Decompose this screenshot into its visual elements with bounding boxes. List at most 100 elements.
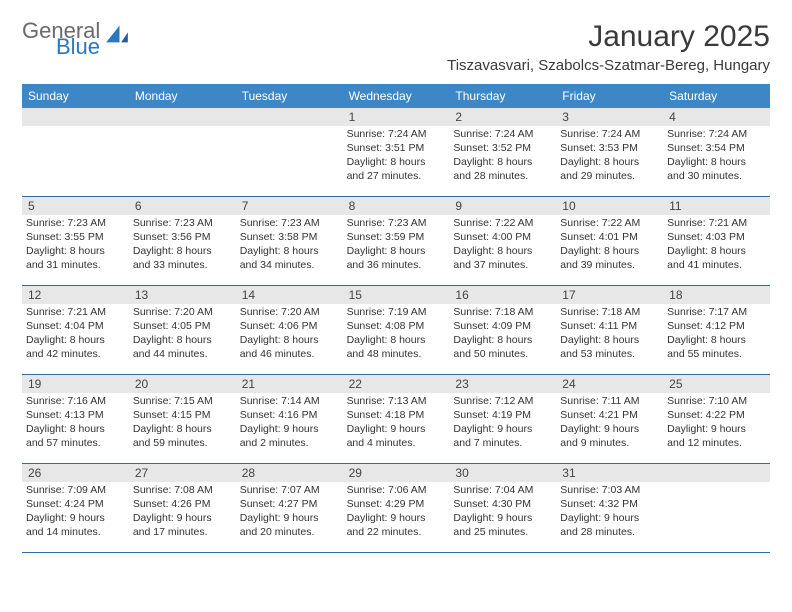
day-number: 20 [129,375,236,393]
day-details: Sunrise: 7:11 AMSunset: 4:21 PMDaylight:… [560,395,659,450]
day-details: Sunrise: 7:15 AMSunset: 4:15 PMDaylight:… [133,395,232,450]
day-detail-line: and 44 minutes. [133,348,232,362]
day-details: Sunrise: 7:18 AMSunset: 4:11 PMDaylight:… [560,306,659,361]
day-detail-line: Sunrise: 7:16 AM [26,395,125,409]
day-detail-line: Daylight: 9 hours [560,512,659,526]
day-details: Sunrise: 7:23 AMSunset: 3:56 PMDaylight:… [133,217,232,272]
day-detail-line: and 30 minutes. [667,170,766,184]
day-detail-line: and 53 minutes. [560,348,659,362]
day-number: 18 [663,286,770,304]
day-detail-line: Sunset: 4:30 PM [453,498,552,512]
day-details: Sunrise: 7:06 AMSunset: 4:29 PMDaylight:… [347,484,446,539]
day-number: 30 [449,464,556,482]
calendar-week: ...1Sunrise: 7:24 AMSunset: 3:51 PMDayli… [22,108,770,197]
day-detail-line: Sunrise: 7:15 AM [133,395,232,409]
day-details: Sunrise: 7:17 AMSunset: 4:12 PMDaylight:… [667,306,766,361]
day-detail-line: Sunset: 4:09 PM [453,320,552,334]
day-details: Sunrise: 7:19 AMSunset: 4:08 PMDaylight:… [347,306,446,361]
day-number: 25 [663,375,770,393]
day-detail-line: Daylight: 8 hours [26,245,125,259]
day-detail-line: Sunrise: 7:21 AM [26,306,125,320]
day-detail-line: Sunrise: 7:06 AM [347,484,446,498]
day-detail-line: Daylight: 9 hours [240,423,339,437]
day-detail-line: Sunset: 4:29 PM [347,498,446,512]
day-detail-line: Sunset: 4:26 PM [133,498,232,512]
day-detail-line: Sunrise: 7:24 AM [560,128,659,142]
calendar-day: 2 Sunrise: 7:24 AMSunset: 3:52 PMDaylight… [449,108,556,196]
day-detail-line: Daylight: 9 hours [667,423,766,437]
day-number: 15 [343,286,450,304]
day-detail-line: and 48 minutes. [347,348,446,362]
day-number: . [236,108,343,126]
day-detail-line: Sunrise: 7:23 AM [133,217,232,231]
day-detail-line: Daylight: 8 hours [26,334,125,348]
day-detail-line: and 34 minutes. [240,259,339,273]
day-detail-line: Daylight: 8 hours [453,156,552,170]
day-detail-line: Sunrise: 7:20 AM [240,306,339,320]
calendar-day: 21Sunrise: 7:14 AMSunset: 4:16 PMDayligh… [236,375,343,463]
calendar-day: 20 Sunrise: 7:15 AMSunset: 4:15 PMDayligh… [129,375,236,463]
day-number: 10 [556,197,663,215]
day-detail-line: and 41 minutes. [667,259,766,273]
day-detail-line: and 39 minutes. [560,259,659,273]
day-detail-line: and 22 minutes. [347,526,446,540]
day-detail-line: Sunrise: 7:22 AM [560,217,659,231]
calendar-day: 27 Sunrise: 7:08 AMSunset: 4:26 PMDayligh… [129,464,236,552]
day-detail-line: Sunset: 3:59 PM [347,231,446,245]
day-detail-line: Daylight: 8 hours [453,334,552,348]
day-detail-line: Daylight: 9 hours [347,512,446,526]
day-of-week-header: Sunday Monday Tuesday Wednesday Thursday… [22,84,770,108]
day-details: Sunrise: 7:24 AMSunset: 3:51 PMDaylight:… [347,128,446,183]
day-number: 2 [449,108,556,126]
calendar-week: 12Sunrise: 7:21 AMSunset: 4:04 PMDayligh… [22,286,770,375]
day-detail-line: Sunrise: 7:11 AM [560,395,659,409]
day-detail-line: Daylight: 8 hours [347,245,446,259]
calendar-day: 22Sunrise: 7:13 AMSunset: 4:18 PMDayligh… [343,375,450,463]
day-details: Sunrise: 7:23 AMSunset: 3:55 PMDaylight:… [26,217,125,272]
dow-wednesday: Wednesday [343,84,450,108]
day-detail-line: Sunrise: 7:07 AM [240,484,339,498]
day-number: 27 [129,464,236,482]
day-details: Sunrise: 7:08 AMSunset: 4:26 PMDaylight:… [133,484,232,539]
day-detail-line: Daylight: 9 hours [240,512,339,526]
day-detail-line: Sunset: 4:18 PM [347,409,446,423]
calendar-day: 17Sunrise: 7:18 AMSunset: 4:11 PMDayligh… [556,286,663,374]
calendar-day: 3Sunrise: 7:24 AMSunset: 3:53 PMDaylight… [556,108,663,196]
day-detail-line: Sunset: 3:55 PM [26,231,125,245]
day-number: 28 [236,464,343,482]
day-detail-line: Sunrise: 7:22 AM [453,217,552,231]
day-details: Sunrise: 7:16 AMSunset: 4:13 PMDaylight:… [26,395,125,450]
day-detail-line: Sunset: 3:58 PM [240,231,339,245]
calendar-day: . [236,108,343,196]
day-detail-line: Daylight: 8 hours [347,334,446,348]
day-number: 29 [343,464,450,482]
day-detail-line: Sunrise: 7:24 AM [453,128,552,142]
day-detail-line: Sunrise: 7:03 AM [560,484,659,498]
day-detail-line: Sunset: 4:19 PM [453,409,552,423]
calendar-day: 29 Sunrise: 7:06 AMSunset: 4:29 PMDayligh… [343,464,450,552]
day-detail-line: Sunrise: 7:24 AM [347,128,446,142]
day-detail-line: and 9 minutes. [560,437,659,451]
calendar-day: 6Sunrise: 7:23 AMSunset: 3:56 PMDaylight… [129,197,236,285]
day-number: 26 [22,464,129,482]
day-detail-line: Sunrise: 7:10 AM [667,395,766,409]
day-number: 19 [22,375,129,393]
calendar-day: 25Sunrise: 7:10 AMSunset: 4:22 PMDayligh… [663,375,770,463]
day-detail-line: and 12 minutes. [667,437,766,451]
day-detail-line: Daylight: 9 hours [453,423,552,437]
calendar-day: 31Sunrise: 7:03 AMSunset: 4:32 PMDayligh… [556,464,663,552]
day-detail-line: and 2 minutes. [240,437,339,451]
day-detail-line: Sunset: 3:53 PM [560,142,659,156]
day-number: . [22,108,129,126]
day-detail-line: Sunset: 3:51 PM [347,142,446,156]
day-number: 31 [556,464,663,482]
day-details: Sunrise: 7:14 AMSunset: 4:16 PMDaylight:… [240,395,339,450]
dow-saturday: Saturday [663,84,770,108]
month-title: January 2025 [447,20,770,53]
day-detail-line: Sunset: 4:12 PM [667,320,766,334]
day-details: Sunrise: 7:24 AMSunset: 3:52 PMDaylight:… [453,128,552,183]
calendar-day: . [663,464,770,552]
day-details: Sunrise: 7:04 AMSunset: 4:30 PMDaylight:… [453,484,552,539]
day-detail-line: Sunset: 4:16 PM [240,409,339,423]
day-detail-line: Sunrise: 7:21 AM [667,217,766,231]
